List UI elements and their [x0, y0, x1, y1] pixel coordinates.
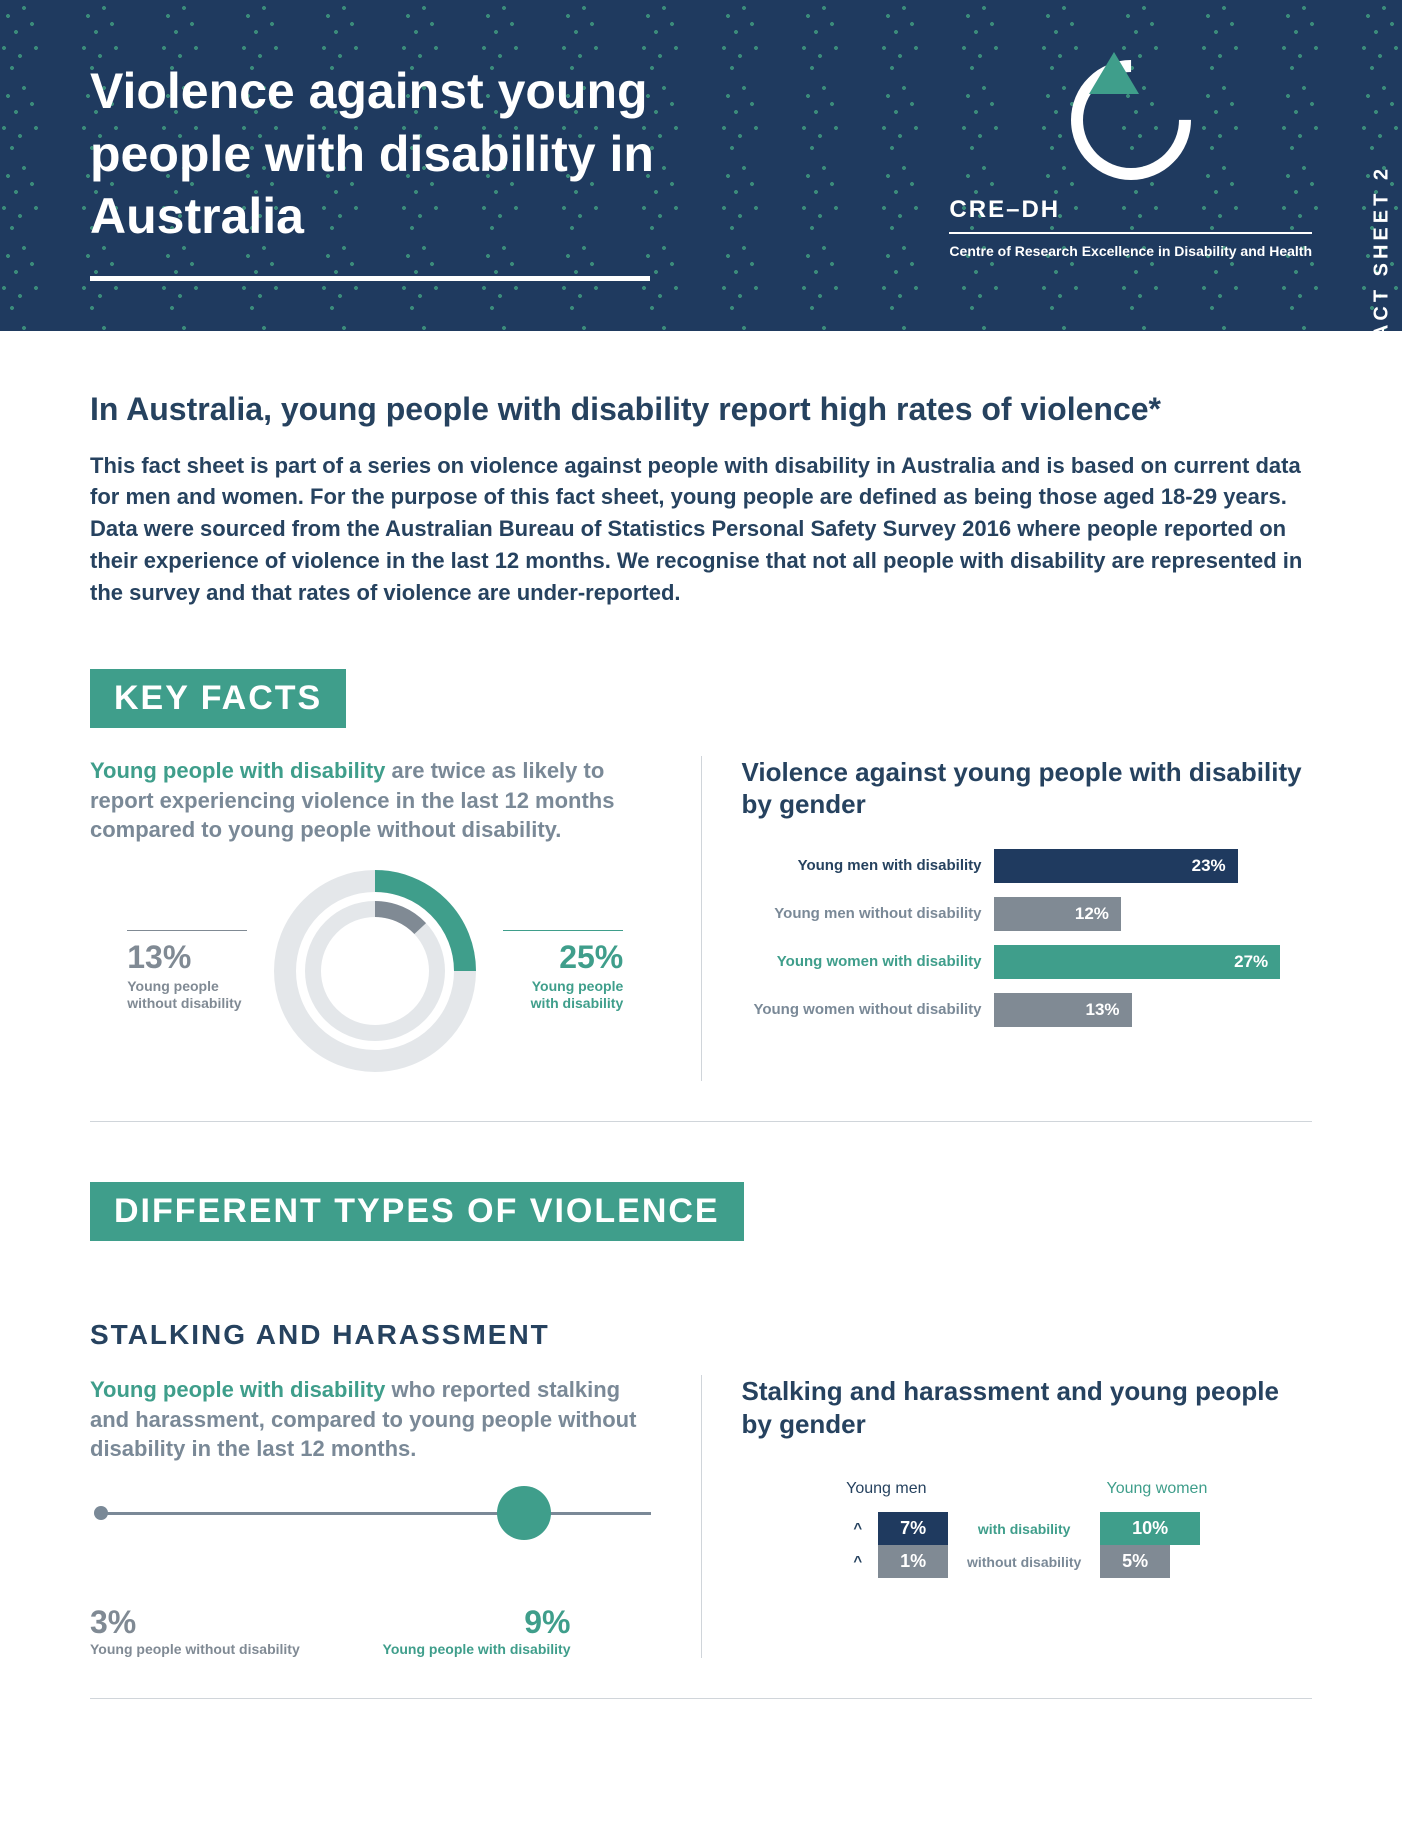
- fact-sheet-label: FACT SHEET 2: [1371, 165, 1394, 354]
- dotline-track: [100, 1512, 651, 1515]
- stalking-right: Stalking and harassment and young people…: [702, 1375, 1313, 1658]
- dotline-chart: [90, 1494, 661, 1554]
- stalking-text: Young people with disability who reporte…: [90, 1375, 661, 1464]
- bar-fill: 27%: [994, 945, 1281, 979]
- intro-body: This fact sheet is part of a series on v…: [90, 450, 1310, 609]
- bar-row: Young men without disability 12%: [742, 897, 1313, 931]
- men-pct-box: 1%: [878, 1545, 948, 1578]
- bar-fill: 13%: [994, 993, 1132, 1027]
- bar-track: 13%: [994, 993, 1313, 1027]
- logo-subtitle: Centre of Research Excellence in Disabil…: [949, 242, 1312, 260]
- section-badge-types: DIFFERENT TYPES OF VIOLENCE: [90, 1182, 744, 1241]
- bar-label: Young women without disability: [742, 1001, 982, 1018]
- gender-mini-chart: Young men Young women ^ 7% with disability…: [742, 1480, 1313, 1578]
- men-pct-box: 7%: [878, 1512, 948, 1545]
- caret-icon: ^: [853, 1520, 862, 1537]
- bar-chart-title: Violence against young people with disab…: [742, 756, 1313, 821]
- gender-mini-head: Young men Young women: [846, 1480, 1207, 1498]
- donut-label-without: 13% Young people without disability: [127, 930, 247, 1012]
- mid-label: with disability: [964, 1521, 1084, 1537]
- title-underline: [90, 276, 650, 281]
- donut-chart: 13% Young people without disability 25% …: [90, 861, 661, 1081]
- content: In Australia, young people with disabili…: [0, 331, 1402, 1739]
- stalking-left: Young people with disability who reporte…: [90, 1375, 702, 1658]
- logo-icon: [1071, 60, 1191, 180]
- bar-track: 23%: [994, 849, 1313, 883]
- dotline-labels: 3% Young people without disability 9% Yo…: [90, 1604, 661, 1658]
- women-pct-box: 10%: [1100, 1512, 1200, 1545]
- bar-label: Young men with disability: [742, 857, 982, 874]
- caret-icon: ^: [853, 1553, 862, 1570]
- section-badge-keyfacts: KEY FACTS: [90, 669, 346, 728]
- page-title: Violence against young people with disab…: [90, 60, 810, 248]
- logo-block: CRE–DH Centre of Research Excellence in …: [949, 60, 1312, 260]
- intro-heading: In Australia, young people with disabili…: [90, 391, 1312, 428]
- stalking-title: STALKING AND HARASSMENT: [90, 1319, 1312, 1351]
- logo-brand: CRE–DH: [949, 196, 1060, 224]
- dotline-label-without: 3% Young people without disability: [90, 1604, 300, 1658]
- bar-chart: Young men with disability23%Young men wi…: [742, 849, 1313, 1027]
- kw-without-disability: young people without disability.: [228, 817, 561, 842]
- dotline-dot-without: [94, 1506, 108, 1520]
- key-facts-text: Young people with disability are twice a…: [90, 756, 661, 845]
- key-facts-row: Young people with disability are twice a…: [90, 756, 1312, 1122]
- key-facts-left: Young people with disability are twice a…: [90, 756, 702, 1081]
- bar-track: 12%: [994, 897, 1313, 931]
- key-facts-right: Violence against young people with disab…: [702, 756, 1313, 1081]
- stalking-row: Young people with disability who reporte…: [90, 1375, 1312, 1699]
- bar-fill: 12%: [994, 897, 1121, 931]
- dotline-dot-with: [497, 1486, 551, 1540]
- mid-label: without disability: [964, 1554, 1084, 1570]
- bar-label: Young women with disability: [742, 953, 982, 970]
- bar-track: 27%: [994, 945, 1313, 979]
- bar-label: Young men without disability: [742, 905, 982, 922]
- kw-with-disability: Young people with disability: [90, 758, 385, 783]
- donut-label-with: 25% Young people with disability: [503, 930, 623, 1012]
- women-pct-box: 5%: [1100, 1545, 1170, 1578]
- gender-mini-title: Stalking and harassment and young people…: [742, 1375, 1313, 1440]
- logo-divider: [949, 232, 1312, 234]
- bar-fill: 23%: [994, 849, 1238, 883]
- bar-row: Young women without disability 13%: [742, 993, 1313, 1027]
- bar-row: Young women with disability 27%: [742, 945, 1313, 979]
- gender-mini-row: ^ 7% with disability 10%: [853, 1512, 1200, 1545]
- page-header: Violence against young people with disab…: [0, 0, 1402, 331]
- donut-svg: [265, 861, 485, 1081]
- header-title-block: Violence against young people with disab…: [90, 60, 810, 281]
- bar-row: Young men with disability 23%: [742, 849, 1313, 883]
- gender-mini-row: ^ 1% without disability 5%: [853, 1545, 1200, 1578]
- dotline-label-with: 9% Young people with disability: [383, 1604, 571, 1658]
